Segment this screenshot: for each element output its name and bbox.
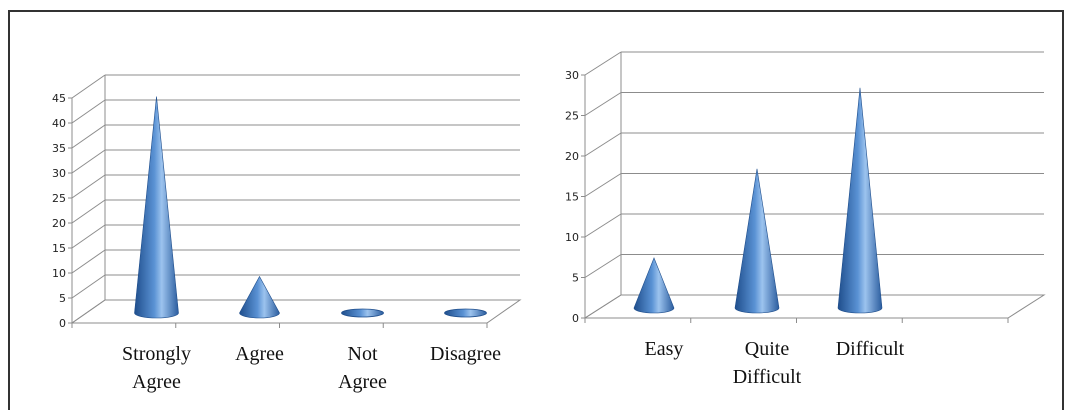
x-category-label: Difficult <box>733 366 802 388</box>
y-tick-label: 10 <box>565 231 579 244</box>
side-wall-line <box>71 224 106 249</box>
y-tick-label: 5 <box>572 272 579 285</box>
y-tick-label: 20 <box>52 217 66 230</box>
x-category-label: Agree <box>338 371 387 393</box>
cone-bar <box>134 96 179 319</box>
side-wall-line <box>71 249 106 274</box>
x-category-label: Quite <box>745 338 790 360</box>
x-category-label: Difficult <box>836 338 905 360</box>
y-tick-label: 25 <box>565 110 579 123</box>
side-wall-line <box>71 99 106 124</box>
side-wall-line <box>584 51 622 76</box>
y-tick-label: 0 <box>59 317 66 330</box>
x-category-label: Disagree <box>430 343 501 365</box>
side-wall-line <box>71 174 106 199</box>
y-tick-label: 20 <box>565 150 579 163</box>
side-wall-line <box>584 92 622 116</box>
cone-flat <box>444 308 487 318</box>
x-category-label: Strongly <box>122 343 191 365</box>
y-tick-label: 35 <box>52 142 66 155</box>
y-tick-label: 40 <box>52 117 66 130</box>
floor <box>583 294 1046 319</box>
side-wall-line <box>584 173 622 197</box>
side-wall-line <box>584 132 622 157</box>
y-tick-label: 45 <box>52 92 66 105</box>
y-tick-label: 30 <box>52 167 66 180</box>
difficulty-cone-chart: 0 5 10 15 20 25 30 Easy Quite Difficult Difficult <box>565 51 1046 388</box>
agreement-cone-chart: 0 5 10 15 20 25 30 35 40 45 Strongly Agree Agree Not A… <box>52 74 522 393</box>
side-wall-line <box>584 213 622 238</box>
cone-bar <box>837 87 883 314</box>
figure-frame <box>8 10 1064 410</box>
y-tick-label: 30 <box>565 69 579 82</box>
y-tick-label: 25 <box>52 192 66 205</box>
x-category-label: Easy <box>645 338 684 360</box>
side-wall-line <box>71 74 106 99</box>
y-tick-label: 5 <box>59 292 66 305</box>
cone-bar <box>734 168 780 314</box>
side-wall-line <box>71 124 106 149</box>
cone-bar <box>633 257 675 314</box>
side-wall-line <box>584 254 622 278</box>
x-category-label: Not <box>348 343 378 365</box>
side-wall-line <box>71 199 106 224</box>
y-tick-label: 10 <box>52 267 66 280</box>
x-category-label: Agree <box>235 343 284 365</box>
side-wall-line <box>71 274 106 299</box>
y-tick-label: 15 <box>565 191 579 204</box>
x-category-label: Agree <box>132 371 181 393</box>
cone-bar <box>239 275 280 319</box>
y-tick-label: 0 <box>572 312 579 325</box>
floor <box>70 299 522 324</box>
cone-flat <box>341 308 384 318</box>
y-tick-label: 15 <box>52 242 66 255</box>
side-wall-line <box>71 149 106 174</box>
